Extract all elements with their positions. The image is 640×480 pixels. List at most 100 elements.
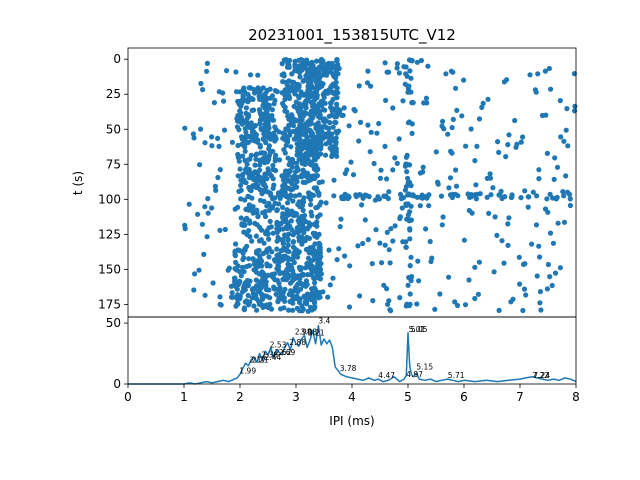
raster-point	[282, 298, 288, 304]
raster-point	[467, 194, 473, 200]
raster-point	[346, 123, 352, 129]
raster-point	[386, 247, 392, 253]
raster-point	[261, 127, 267, 134]
raster-point	[300, 167, 306, 173]
raster-point	[269, 249, 275, 255]
raster-point	[244, 120, 250, 127]
raster-point	[249, 107, 255, 113]
raster-point	[246, 228, 252, 234]
raster-point	[303, 130, 309, 136]
raster-point	[303, 278, 309, 284]
raster-point	[374, 130, 380, 136]
raster-point	[356, 83, 362, 89]
raster-point	[476, 259, 482, 265]
raster-point	[211, 100, 217, 106]
raster-point	[287, 280, 294, 286]
raster-point	[317, 125, 324, 131]
raster-point	[282, 175, 288, 181]
raster-point	[285, 265, 291, 271]
raster-point	[294, 118, 300, 124]
raster-point	[435, 181, 441, 187]
raster-point	[240, 153, 246, 159]
raster-point	[418, 57, 424, 64]
raster-point	[396, 136, 402, 142]
raster-point	[547, 274, 553, 280]
raster-point	[265, 231, 271, 237]
raster-point	[446, 185, 452, 191]
raster-point	[290, 198, 296, 204]
raster-point	[255, 72, 261, 78]
raster-point	[407, 227, 413, 233]
raster-point	[254, 139, 260, 145]
raster-point	[274, 238, 280, 244]
raster-point	[348, 159, 354, 165]
raster-point	[445, 131, 451, 137]
raster-point	[303, 265, 309, 271]
raster-point	[403, 154, 409, 160]
raster-point	[254, 207, 260, 213]
raster-point	[199, 221, 205, 227]
peak-annotation: 5.01	[409, 325, 426, 334]
raster-point	[386, 189, 392, 195]
raster-point	[468, 126, 474, 132]
raster-point	[315, 81, 321, 87]
raster-point	[557, 265, 564, 271]
peak-annotation: 2.88	[289, 338, 306, 347]
raster-point	[403, 161, 409, 167]
raster-point	[304, 151, 310, 157]
histogram-x-tick-label: 6	[460, 390, 468, 404]
raster-point	[314, 274, 320, 281]
raster-point	[204, 68, 210, 74]
raster-point	[267, 295, 273, 301]
raster-point	[296, 249, 302, 255]
raster-point	[517, 281, 523, 287]
raster-point	[305, 156, 311, 163]
raster-point	[441, 126, 447, 132]
raster-point	[572, 103, 578, 109]
histogram-axes: 1.99 2.172.212.382.44 2.532.622.692.88 2.98…	[106, 316, 580, 428]
raster-point	[240, 256, 246, 263]
raster-point	[284, 64, 290, 70]
raster-point	[446, 274, 452, 280]
raster-point	[240, 141, 246, 147]
peak-annotation: 2.53	[270, 341, 287, 350]
raster-point	[303, 283, 309, 289]
raster-point	[311, 147, 317, 153]
raster-point	[402, 187, 408, 193]
raster-point	[281, 57, 287, 63]
raster-point	[404, 169, 410, 175]
raster-point	[485, 96, 491, 102]
raster-point	[557, 98, 563, 104]
raster-point	[324, 63, 330, 70]
raster-point	[254, 222, 260, 228]
raster-point	[499, 238, 505, 244]
raster-point	[333, 141, 339, 147]
raster-point	[408, 254, 414, 260]
raster-y-tick-label: 0	[113, 52, 121, 66]
raster-point	[318, 271, 324, 277]
raster-point	[235, 142, 241, 149]
raster-point	[331, 177, 337, 183]
raster-point	[315, 214, 321, 220]
raster-point	[572, 108, 578, 114]
raster-point	[394, 61, 400, 67]
raster-point	[253, 233, 259, 239]
raster-point	[314, 88, 320, 94]
raster-point	[252, 162, 258, 168]
raster-point	[239, 221, 245, 227]
raster-y-tick-label: 25	[106, 87, 121, 101]
raster-point	[204, 60, 210, 66]
histogram-y-tick-label: 50	[106, 316, 121, 330]
raster-point	[449, 150, 455, 156]
raster-y-tick-label: 75	[106, 157, 121, 171]
raster-point	[294, 126, 300, 132]
raster-point	[314, 167, 320, 173]
raster-point	[563, 127, 569, 133]
raster-point	[313, 162, 319, 168]
raster-point	[209, 134, 215, 140]
raster-point	[265, 170, 272, 176]
raster-point	[272, 195, 278, 201]
raster-point	[257, 144, 263, 150]
raster-point	[405, 282, 411, 288]
raster-point	[330, 275, 336, 281]
